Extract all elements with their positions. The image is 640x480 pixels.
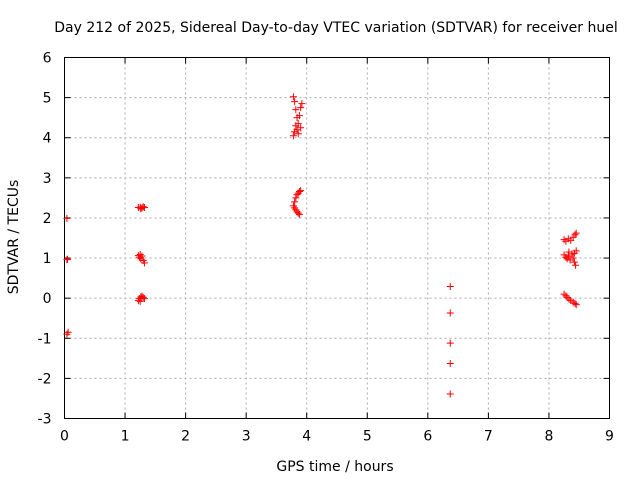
y-axis-tick-labels: -3 -2 -1 0 1 2 3 4 5 6 xyxy=(38,51,52,428)
data-point xyxy=(291,198,299,206)
x-tick-label: 5 xyxy=(363,429,372,445)
x-tick-label: 9 xyxy=(605,429,614,445)
data-point xyxy=(446,390,454,398)
data-point xyxy=(571,231,579,239)
data-point xyxy=(570,258,578,266)
data-point xyxy=(294,209,302,217)
data-point xyxy=(565,295,573,303)
data-point xyxy=(297,104,305,112)
data-point xyxy=(446,309,454,317)
data-point xyxy=(571,299,579,307)
data-point xyxy=(560,236,568,244)
y-tick-label: 5 xyxy=(43,91,52,107)
x-tick-label: 6 xyxy=(423,429,432,445)
data-point xyxy=(297,187,305,195)
x-tick-label: 1 xyxy=(121,429,130,445)
y-tick-label: 3 xyxy=(43,171,52,187)
data-point xyxy=(140,204,148,212)
y-tick-label: 2 xyxy=(43,211,52,227)
axis-ticks xyxy=(64,57,610,419)
data-point xyxy=(63,256,71,264)
data-point xyxy=(295,210,303,218)
y-tick-label: 0 xyxy=(43,291,52,307)
data-point xyxy=(136,250,144,258)
x-axis-tick-labels: 0 1 2 3 4 5 6 7 8 9 xyxy=(60,429,614,445)
data-point xyxy=(563,293,571,301)
y-tick-label: -1 xyxy=(38,331,52,347)
grid-lines xyxy=(64,57,610,419)
data-point xyxy=(562,292,570,300)
data-point xyxy=(292,194,300,202)
data-point xyxy=(136,297,144,305)
data-point xyxy=(294,130,302,138)
x-tick-label: 0 xyxy=(60,429,69,445)
data-point xyxy=(139,293,147,301)
chart-title: Day 212 of 2025, Sidereal Day-to-day VTE… xyxy=(54,20,617,36)
data-point xyxy=(298,100,306,108)
data-point xyxy=(295,112,303,120)
y-tick-label: -2 xyxy=(38,371,52,387)
y-tick-label: 1 xyxy=(43,251,52,267)
data-point xyxy=(137,205,145,213)
data-point xyxy=(289,132,297,140)
data-point xyxy=(140,259,148,267)
data-point xyxy=(446,283,454,291)
data-point xyxy=(572,301,580,309)
data-point xyxy=(63,330,71,338)
data-point xyxy=(572,229,580,237)
data-point xyxy=(289,93,297,101)
data-point xyxy=(291,204,299,212)
x-tick-label: 3 xyxy=(242,429,251,445)
x-tick-label: 8 xyxy=(544,429,553,445)
data-point xyxy=(294,120,302,128)
data-series xyxy=(63,93,580,398)
data-point xyxy=(572,261,580,269)
data-point xyxy=(446,339,454,347)
data-point xyxy=(63,214,71,222)
x-tick-label: 2 xyxy=(181,429,190,445)
y-tick-label: 4 xyxy=(43,131,52,147)
y-tick-label: -3 xyxy=(38,412,52,428)
data-point xyxy=(446,360,454,368)
data-point xyxy=(138,252,146,260)
data-point xyxy=(295,187,303,195)
data-point xyxy=(297,124,305,132)
data-point xyxy=(572,247,580,255)
x-tick-label: 4 xyxy=(302,429,311,445)
y-tick-label: 6 xyxy=(43,51,52,67)
x-axis-label: GPS time / hours xyxy=(276,459,393,475)
x-tick-label: 7 xyxy=(484,429,493,445)
data-point xyxy=(569,254,577,262)
data-point xyxy=(565,248,573,256)
data-point xyxy=(560,290,568,298)
data-point xyxy=(292,106,300,114)
data-point xyxy=(293,126,301,134)
y-axis-label: SDTVAR / TECUs xyxy=(6,180,22,295)
plot-area-frame xyxy=(64,57,610,419)
data-point xyxy=(291,98,299,106)
data-point xyxy=(140,295,148,303)
data-point xyxy=(564,252,572,260)
